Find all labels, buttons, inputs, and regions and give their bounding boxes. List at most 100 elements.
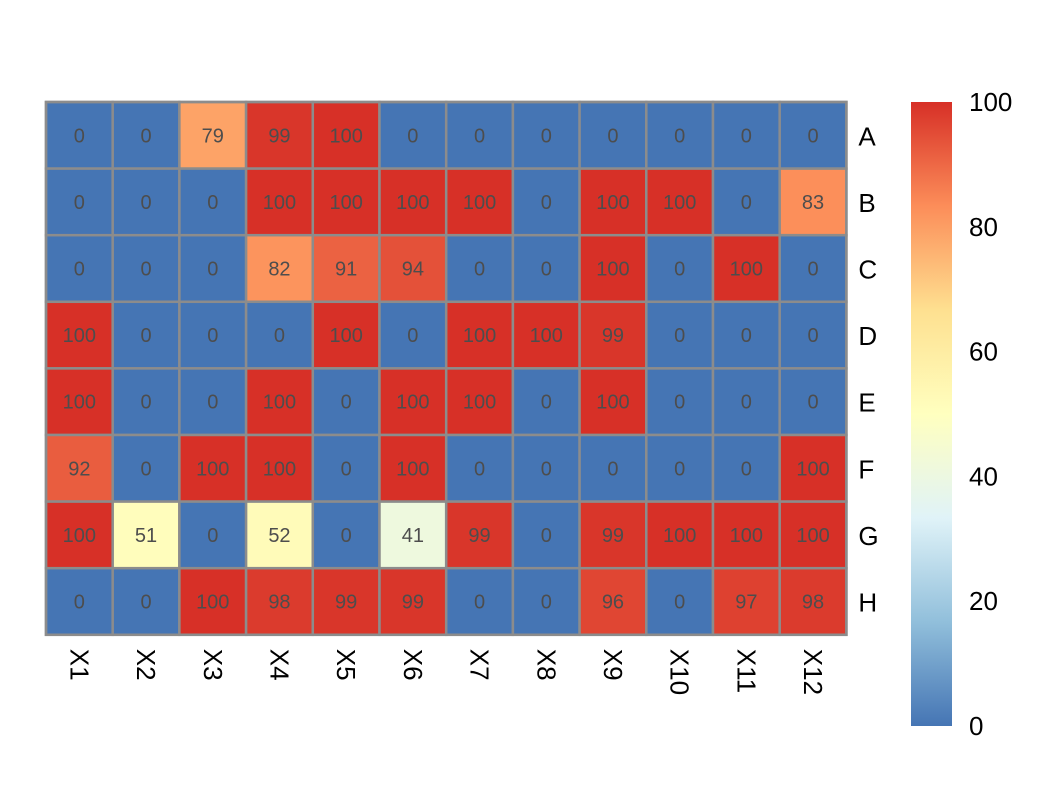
- heatmap-cell-E-X5: [311, 367, 381, 437]
- cell-value-label: 99: [468, 525, 490, 547]
- cell-value-label: 52: [268, 525, 290, 547]
- column-label-X4: X4: [264, 649, 294, 681]
- column-axis: X1 X2 X3 X4 X5 X6 X7 X8 X9 X10 X11 X12: [64, 649, 828, 695]
- cell-value-label: 0: [674, 259, 685, 281]
- column-label-X2: X2: [131, 649, 161, 681]
- heatmap-cell-H-X3: [178, 566, 248, 637]
- cell-value-label: 94: [402, 259, 424, 281]
- heatmap-cell-G-X6: [378, 500, 448, 570]
- legend-tick-label: 40: [969, 461, 998, 491]
- cell-value-label: 100: [63, 525, 96, 547]
- heatmap-cell-B-X9: [578, 167, 648, 237]
- column-label-X1: X1: [64, 649, 94, 681]
- heatmap-cell-A-X10: [645, 100, 715, 170]
- cell-value-label: 0: [741, 392, 752, 414]
- column-label-X3: X3: [198, 649, 228, 681]
- cell-value-label: 0: [541, 458, 552, 480]
- cell-value-label: 0: [474, 125, 485, 147]
- cell-value-label: 0: [140, 192, 151, 214]
- cell-value-label: 0: [274, 325, 285, 347]
- cell-value-label: 100: [263, 392, 296, 414]
- cell-value-label: 98: [802, 592, 824, 614]
- cell-value-label: 0: [674, 125, 685, 147]
- heatmap-cell-E-X7: [444, 367, 515, 437]
- cell-value-label: 100: [730, 259, 763, 281]
- heatmap-cell-C-X5: [311, 233, 381, 304]
- heatmap-cell-E-X6: [378, 367, 448, 437]
- cell-value-label: 100: [263, 458, 296, 480]
- heatmap-cell-B-X8: [511, 167, 581, 237]
- cell-value-label: 100: [463, 325, 496, 347]
- cell-value-label: 0: [541, 192, 552, 214]
- heatmap-cell-B-X10: [645, 167, 715, 237]
- cell-value-label: 100: [329, 325, 362, 347]
- cell-value-label: 0: [741, 192, 752, 214]
- cell-value-label: 100: [263, 192, 296, 214]
- cell-value-label: 100: [596, 392, 629, 414]
- cell-value-label: 100: [196, 592, 229, 614]
- cell-value-label: 0: [541, 259, 552, 281]
- cell-value-label: 83: [802, 192, 824, 214]
- cell-value-label: 100: [463, 192, 496, 214]
- cell-value-label: 100: [530, 325, 563, 347]
- cell-value-label: 0: [607, 458, 618, 480]
- heatmap-cell-E-X2: [111, 367, 181, 437]
- cell-value-label: 0: [474, 458, 485, 480]
- cell-value-label: 0: [674, 325, 685, 347]
- cell-value-label: 0: [741, 325, 752, 347]
- cell-value-label: 100: [663, 525, 696, 547]
- row-label-E: E: [858, 388, 875, 418]
- column-label-X11: X11: [731, 649, 761, 693]
- cell-value-label: 79: [202, 125, 224, 147]
- heatmap-cell-F-X4: [244, 433, 315, 503]
- cell-value-label: 0: [74, 592, 85, 614]
- cell-value-label: 0: [474, 592, 485, 614]
- heatmap-cell-G-X3: [178, 500, 248, 570]
- heatmap-cell-F-X7: [444, 433, 515, 503]
- heatmap-cell-B-X4: [244, 167, 315, 237]
- heatmap-cell-F-X1: [44, 433, 114, 503]
- heatmap-cell-G-X10: [645, 500, 715, 570]
- column-label-X9: X9: [598, 649, 628, 681]
- cell-value-label: 0: [741, 458, 752, 480]
- heatmap-cell-H-X1: [44, 566, 114, 637]
- cell-value-label: 99: [268, 125, 290, 147]
- column-label-X5: X5: [331, 649, 361, 681]
- legend-tick-label: 100: [969, 87, 1012, 117]
- heatmap-cell-H-X11: [711, 566, 781, 637]
- heatmap-cell-D-X1: [44, 300, 114, 370]
- cell-value-label: 100: [396, 458, 429, 480]
- cell-value-label: 0: [541, 392, 552, 414]
- column-label-X7: X7: [465, 649, 495, 681]
- column-label-X12: X12: [798, 649, 828, 695]
- cell-value-label: 0: [807, 125, 818, 147]
- heatmap-cell-G-X9: [578, 500, 648, 570]
- column-label-X8: X8: [531, 649, 561, 681]
- cell-value-label: 0: [607, 125, 618, 147]
- row-label-G: G: [858, 521, 878, 551]
- cell-value-label: 0: [541, 125, 552, 147]
- cell-value-label: 82: [268, 259, 290, 281]
- cell-value-label: 96: [602, 592, 624, 614]
- cell-value-label: 0: [140, 458, 151, 480]
- row-label-C: C: [858, 255, 877, 285]
- cell-value-label: 0: [74, 259, 85, 281]
- heatmap-cell-labels: 0 0 79 99 100 0 0 0 0 0 0 0 0 0 0 100 100 100 100 0 100 100 0 8…: [63, 125, 830, 613]
- cell-value-label: 0: [674, 392, 685, 414]
- heatmap-cell-B-X2: [111, 167, 181, 237]
- heatmap-cell-E-X1: [44, 367, 114, 437]
- cell-value-label: 100: [596, 259, 629, 281]
- cell-value-label: 0: [207, 525, 218, 547]
- heatmap-cell-C-X3: [178, 233, 248, 304]
- cell-value-label: 0: [541, 525, 552, 547]
- row-axis: A B C D E F G H: [858, 121, 878, 617]
- cell-value-label: 0: [474, 259, 485, 281]
- cell-value-label: 0: [807, 325, 818, 347]
- heatmap-cell-B-X7: [444, 167, 515, 237]
- color-legend-bar: [911, 102, 952, 726]
- cell-value-label: 92: [68, 458, 90, 480]
- cell-value-label: 99: [602, 325, 624, 347]
- heatmap-cell-D-X9: [578, 300, 648, 370]
- cell-value-label: 100: [796, 525, 829, 547]
